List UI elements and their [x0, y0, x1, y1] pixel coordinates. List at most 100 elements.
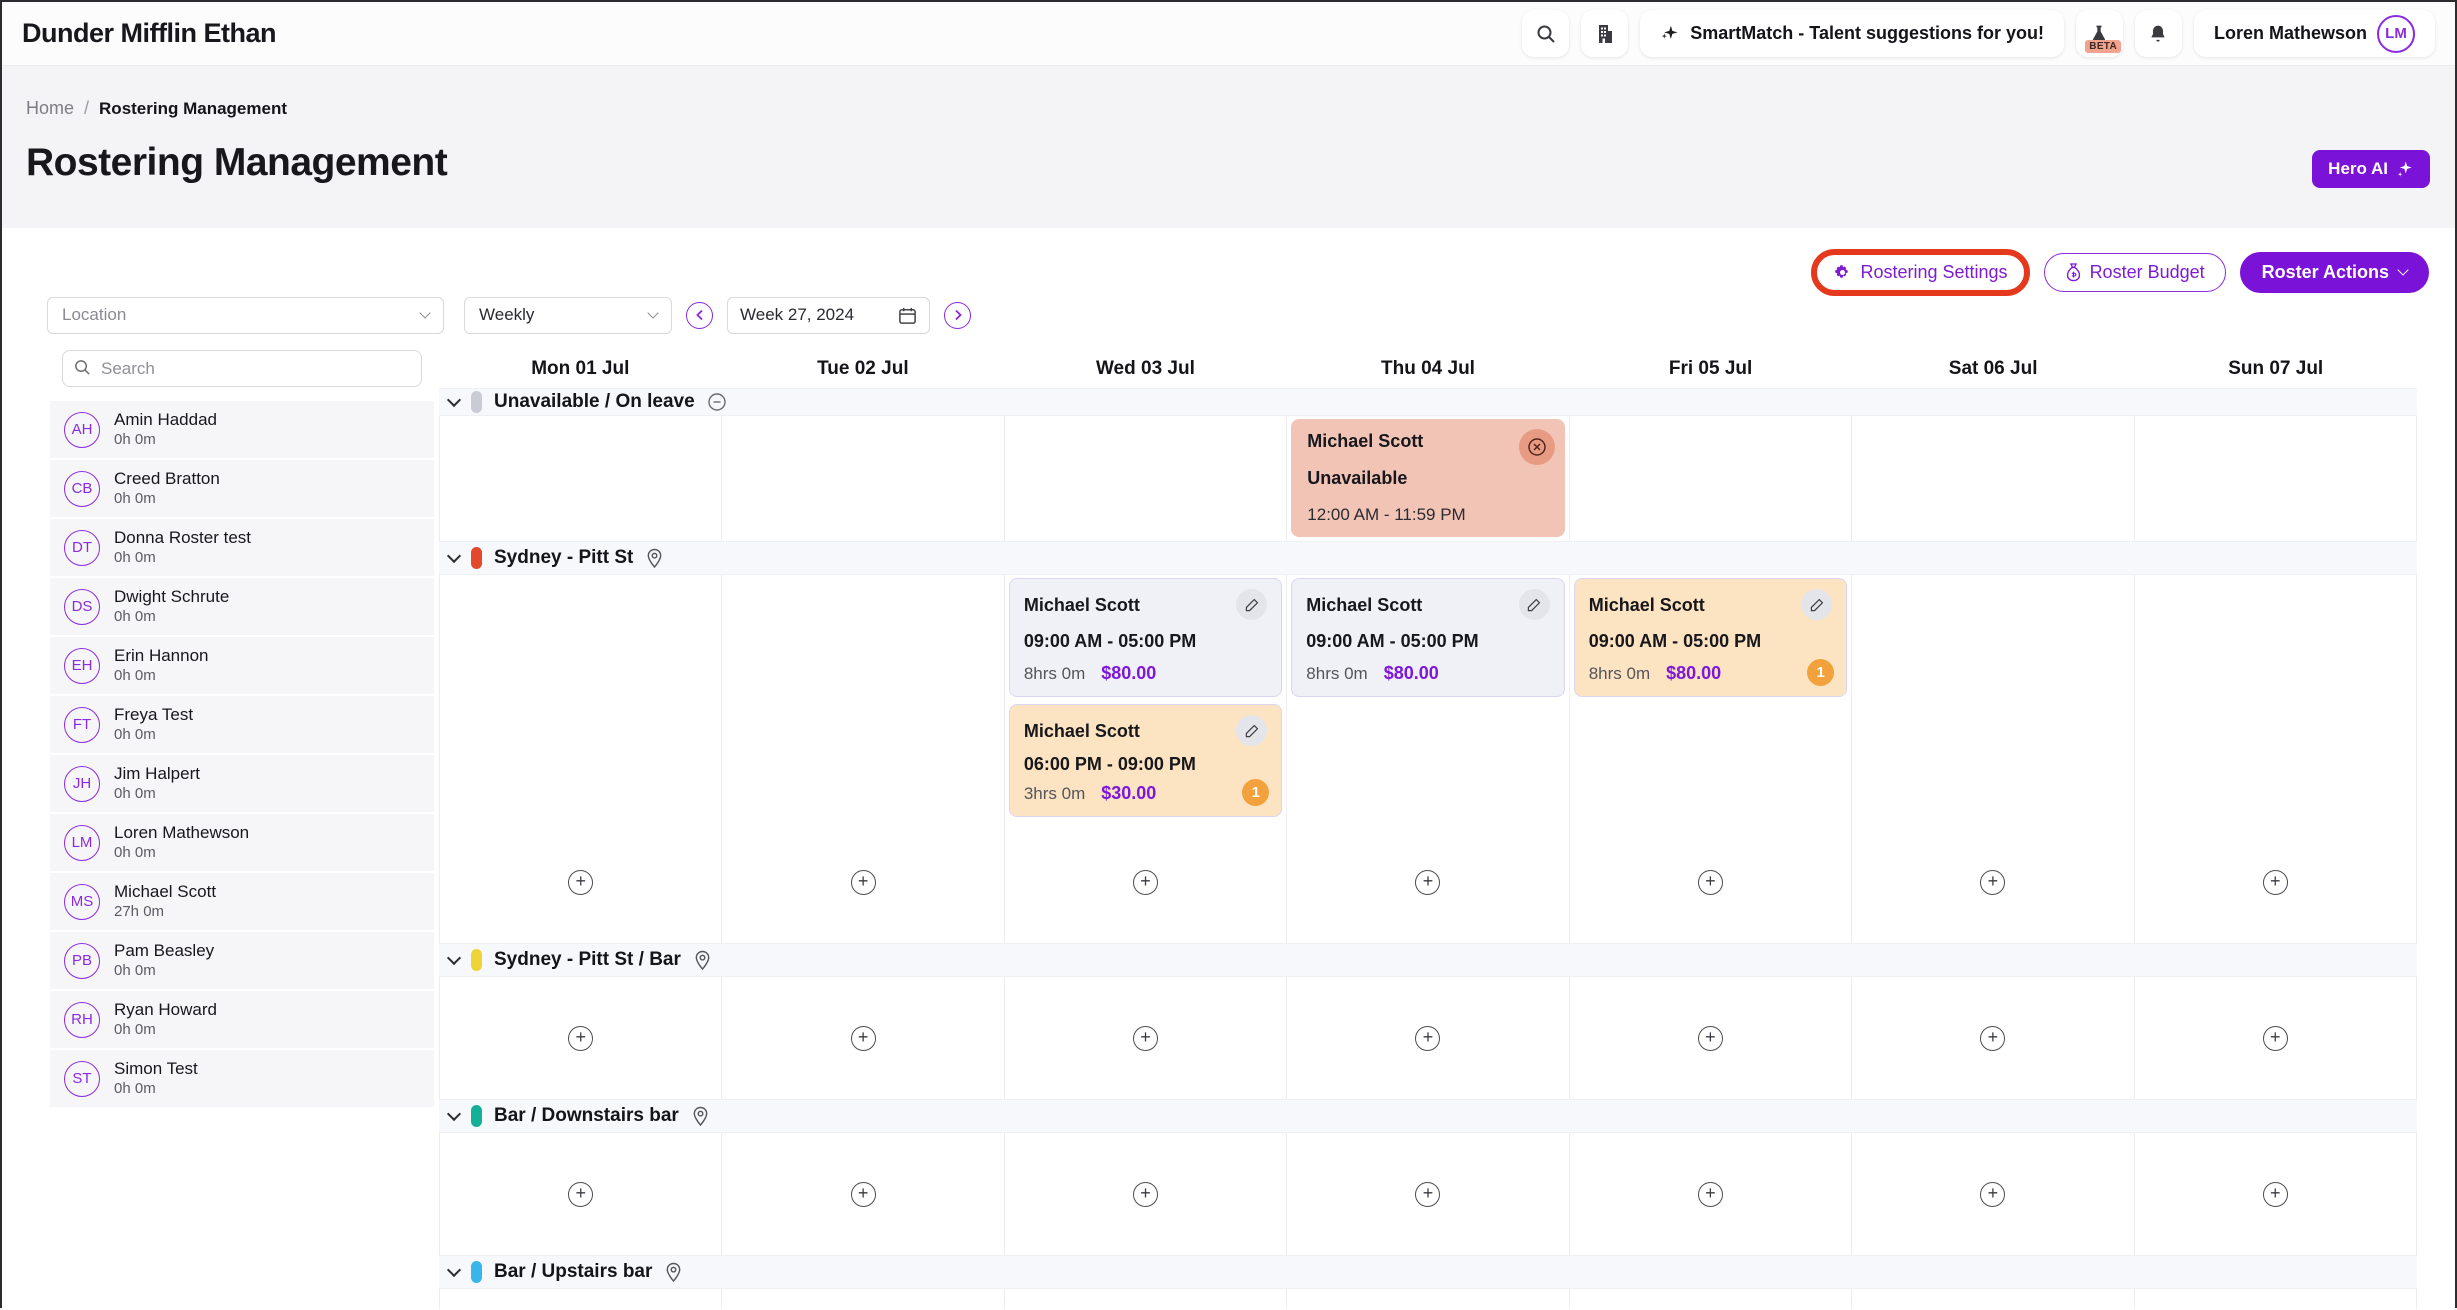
section-header-bar-downstairs[interactable]: Bar / Downstairs bar	[439, 1099, 2417, 1133]
day-cell[interactable]	[2135, 977, 2417, 1099]
add-shift-button[interactable]	[1697, 1025, 1723, 1051]
add-shift-button[interactable]	[2262, 869, 2288, 895]
add-shift-button[interactable]	[1133, 1025, 1159, 1051]
roster-budget-button[interactable]: Roster Budget	[2043, 252, 2226, 292]
day-cell[interactable]	[440, 821, 723, 943]
roster-actions-dropdown[interactable]: Roster Actions	[2239, 251, 2429, 293]
add-shift-button[interactable]	[1415, 1181, 1441, 1207]
day-cell[interactable]	[1570, 701, 1853, 821]
add-shift-button[interactable]	[1980, 869, 2006, 895]
next-week-button[interactable]	[944, 301, 971, 329]
notifications-button[interactable]	[2134, 10, 2182, 57]
day-cell[interactable]	[1570, 416, 1853, 541]
remove-unavailability-button[interactable]	[1518, 429, 1555, 465]
day-cell[interactable]	[1852, 1133, 2135, 1255]
day-cell[interactable]	[1570, 977, 1853, 1099]
edit-shift-button[interactable]	[1518, 589, 1550, 620]
add-shift-button[interactable]	[568, 1025, 594, 1051]
chevron-down-icon[interactable]	[446, 1262, 462, 1277]
unavailable-card[interactable]: Michael Scott Unavailable 12:00 AM - 11:…	[1291, 419, 1565, 537]
add-shift-button[interactable]	[1133, 1181, 1159, 1207]
day-cell[interactable]	[1570, 821, 1853, 943]
day-cell[interactable]	[440, 1133, 723, 1255]
day-cell[interactable]: Michael Scott Unavailable 12:00 AM - 11:…	[1287, 416, 1570, 541]
period-select[interactable]: Weekly	[464, 296, 672, 334]
add-shift-button[interactable]	[1980, 1025, 2006, 1051]
search-button[interactable]	[1522, 10, 1570, 57]
day-cell[interactable]	[1570, 1289, 1853, 1309]
day-cell[interactable]	[722, 575, 1005, 701]
add-shift-button[interactable]	[1697, 1181, 1723, 1207]
add-shift-button[interactable]	[850, 1025, 876, 1051]
add-shift-button[interactable]	[568, 1181, 594, 1207]
profile-menu[interactable]: Loren Mathewson LM	[2193, 10, 2435, 57]
day-cell[interactable]: Michael Scott 09:00 AM - 05:00 PM 8hrs 0…	[1287, 575, 1570, 701]
add-shift-button[interactable]	[850, 869, 876, 895]
chevron-down-icon[interactable]	[446, 1106, 462, 1121]
day-cell[interactable]	[1570, 1133, 1853, 1255]
day-cell[interactable]	[440, 416, 723, 541]
day-cell[interactable]	[1852, 701, 2135, 821]
day-cell[interactable]	[722, 1133, 1005, 1255]
smartmatch-button[interactable]: SmartMatch - Talent suggestions for you!	[1640, 10, 2064, 57]
edit-shift-button[interactable]	[1801, 589, 1833, 620]
day-cell[interactable]	[722, 821, 1005, 943]
day-cell[interactable]	[440, 575, 723, 701]
location-select[interactable]: Location	[47, 296, 444, 334]
employee-row[interactable]: EH Erin Hannon 0h 0m	[50, 637, 434, 694]
shift-card-wed-am[interactable]: Michael Scott 09:00 AM - 05:00 PM 8hrs 0…	[1008, 578, 1283, 697]
add-shift-button[interactable]	[850, 1181, 876, 1207]
rostering-settings-button[interactable]: Rostering Settings	[1819, 255, 2021, 290]
day-cell[interactable]	[2135, 1289, 2417, 1309]
chevron-down-icon[interactable]	[446, 950, 462, 965]
chevron-down-icon[interactable]	[446, 392, 462, 407]
day-cell[interactable]	[1852, 1289, 2135, 1309]
day-cell[interactable]	[1005, 1133, 1288, 1255]
employee-search-input[interactable]	[62, 350, 422, 387]
day-cell[interactable]	[722, 416, 1005, 541]
day-cell[interactable]	[1005, 977, 1288, 1099]
employee-row[interactable]: CB Creed Bratton 0h 0m	[50, 460, 434, 517]
day-cell[interactable]	[1852, 575, 2135, 701]
day-cell[interactable]	[1287, 977, 1570, 1099]
day-cell[interactable]	[1287, 1289, 1570, 1309]
add-shift-button[interactable]	[568, 869, 594, 895]
day-cell[interactable]	[1005, 1289, 1288, 1309]
add-shift-button[interactable]	[1133, 869, 1159, 895]
employee-row[interactable]: MS Michael Scott 27h 0m	[50, 873, 434, 930]
day-cell[interactable]	[722, 977, 1005, 1099]
day-cell[interactable]: Michael Scott 09:00 AM - 05:00 PM 8hrs 0…	[1005, 575, 1288, 701]
day-cell[interactable]: Michael Scott 06:00 PM - 09:00 PM 3hrs 0…	[1005, 701, 1288, 821]
breadcrumb-home-link[interactable]: Home	[26, 98, 75, 118]
employee-row[interactable]: DS Dwight Schrute 0h 0m	[50, 578, 434, 635]
day-cell[interactable]	[1852, 416, 2135, 541]
previous-week-button[interactable]	[686, 301, 713, 329]
minus-circle-icon[interactable]	[707, 392, 727, 412]
day-cell[interactable]	[722, 701, 1005, 821]
employee-row[interactable]: JH Jim Halpert 0h 0m	[50, 755, 434, 812]
day-cell[interactable]	[440, 1289, 723, 1309]
employee-row[interactable]: DT Donna Roster test 0h 0m	[50, 519, 434, 576]
shift-card-thu-am[interactable]: Michael Scott 09:00 AM - 05:00 PM 8hrs 0…	[1291, 578, 1565, 697]
day-cell[interactable]	[1852, 977, 2135, 1099]
section-header-sydney-pitt-st[interactable]: Sydney - Pitt St	[439, 541, 2417, 575]
day-cell[interactable]	[1852, 821, 2135, 943]
employee-row[interactable]: AH Amin Haddad 0h 0m	[50, 401, 434, 458]
add-shift-button[interactable]	[2262, 1025, 2288, 1051]
employee-row[interactable]: ST Simon Test 0h 0m	[50, 1050, 434, 1107]
day-cell[interactable]	[440, 701, 723, 821]
add-shift-button[interactable]	[1415, 869, 1441, 895]
day-cell[interactable]	[1005, 416, 1288, 541]
labs-button[interactable]: BETA	[2075, 10, 2123, 57]
day-cell[interactable]	[2135, 821, 2417, 943]
add-shift-button[interactable]	[1980, 1181, 2006, 1207]
day-cell[interactable]	[440, 977, 723, 1099]
employee-row[interactable]: LM Loren Mathewson 0h 0m	[50, 814, 434, 871]
day-cell[interactable]	[1287, 821, 1570, 943]
add-shift-button[interactable]	[1697, 869, 1723, 895]
day-cell[interactable]	[2135, 575, 2417, 701]
day-cell[interactable]	[722, 1289, 1005, 1309]
shift-card-fri-am[interactable]: Michael Scott 09:00 AM - 05:00 PM 8hrs 0…	[1573, 578, 1848, 697]
day-cell[interactable]: Michael Scott 09:00 AM - 05:00 PM 8hrs 0…	[1570, 575, 1853, 701]
edit-shift-button[interactable]	[1236, 715, 1268, 746]
